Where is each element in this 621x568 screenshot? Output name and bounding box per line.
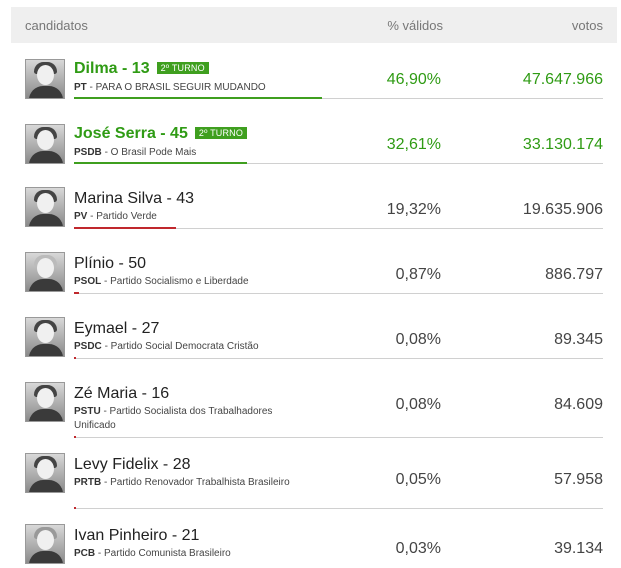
candidate-party: PT - PARA O BRASIL SEGUIR MUDANDO [74, 82, 266, 93]
candidate-party: PCB - Partido Comunista Brasileiro [74, 548, 231, 559]
row-separator [74, 508, 603, 509]
candidate-photo [25, 317, 65, 357]
row-separator [74, 293, 603, 294]
candidate-votes: 19.635.906 [522, 201, 603, 218]
second-round-badge: 2º TURNO [156, 62, 209, 74]
candidate-name: Zé Maria - 16 [74, 385, 170, 402]
candidate-name: Marina Silva - 43 [74, 190, 195, 207]
candidate-party: PSDB - O Brasil Pode Mais [74, 147, 197, 158]
candidate-party: PSOL - Partido Socialismo e Liberdade [74, 276, 249, 287]
candidate-name: José Serra - 45 2º TURNO [74, 125, 248, 143]
vote-share-bar [74, 507, 76, 509]
candidate-percent: 0,05% [395, 471, 441, 488]
candidate-name: Levy Fidelix - 28 [74, 456, 191, 473]
candidate-percent: 46,90% [386, 71, 441, 88]
candidate-percent: 0,03% [395, 540, 441, 557]
candidate-percent: 0,08% [395, 396, 441, 413]
candidate-votes: 47.647.966 [522, 71, 603, 88]
candidate-photo [25, 382, 65, 422]
candidate-photo [25, 124, 65, 164]
candidate-percent: 32,61% [386, 136, 441, 153]
candidate-photo [25, 187, 65, 227]
candidate-name: Dilma - 13 2º TURNO [74, 60, 209, 78]
row-separator [74, 163, 603, 164]
candidate-votes: 886.797 [545, 266, 603, 283]
candidate-name: Ivan Pinheiro - 21 [74, 527, 200, 544]
candidate-votes: 84.609 [554, 396, 603, 413]
vote-share-bar [74, 357, 76, 359]
vote-share-bar [74, 436, 76, 438]
second-round-badge: 2º TURNO [194, 127, 248, 139]
candidate-photo [25, 59, 65, 99]
candidate-name: Plínio - 50 [74, 255, 147, 272]
candidate-photo [25, 453, 65, 493]
header-candidates: candidatos [25, 18, 88, 33]
candidate-votes: 33.130.174 [522, 136, 603, 153]
candidate-votes: 89.345 [554, 331, 603, 348]
candidate-percent: 19,32% [386, 201, 441, 218]
candidate-party: PSDC - Partido Social Democrata Cristão [74, 341, 259, 352]
header-percent-valid: % válidos [387, 18, 443, 33]
candidate-party: PV - Partido Verde [74, 211, 157, 222]
row-separator [74, 98, 603, 99]
row-separator [74, 358, 603, 359]
candidate-votes: 57.958 [554, 471, 603, 488]
vote-share-bar [74, 162, 247, 164]
candidate-votes: 39.134 [554, 540, 603, 557]
candidate-party: PRTB - Partido Renovador Trabalhista Bra… [74, 477, 290, 488]
vote-share-bar [74, 227, 176, 229]
candidate-photo [25, 524, 65, 564]
vote-share-bar [74, 97, 322, 99]
candidate-party: PSTU - Partido Socialista dos Trabalhado… [74, 406, 273, 431]
vote-share-bar [74, 292, 79, 294]
candidate-name: Eymael - 27 [74, 320, 160, 337]
row-separator [74, 228, 603, 229]
results-header: candidatos % válidos votos [11, 7, 617, 43]
header-votes: votos [571, 18, 603, 33]
candidate-percent: 0,08% [395, 331, 441, 348]
candidate-photo [25, 252, 65, 292]
candidate-percent: 0,87% [395, 266, 441, 283]
row-separator [74, 437, 603, 438]
